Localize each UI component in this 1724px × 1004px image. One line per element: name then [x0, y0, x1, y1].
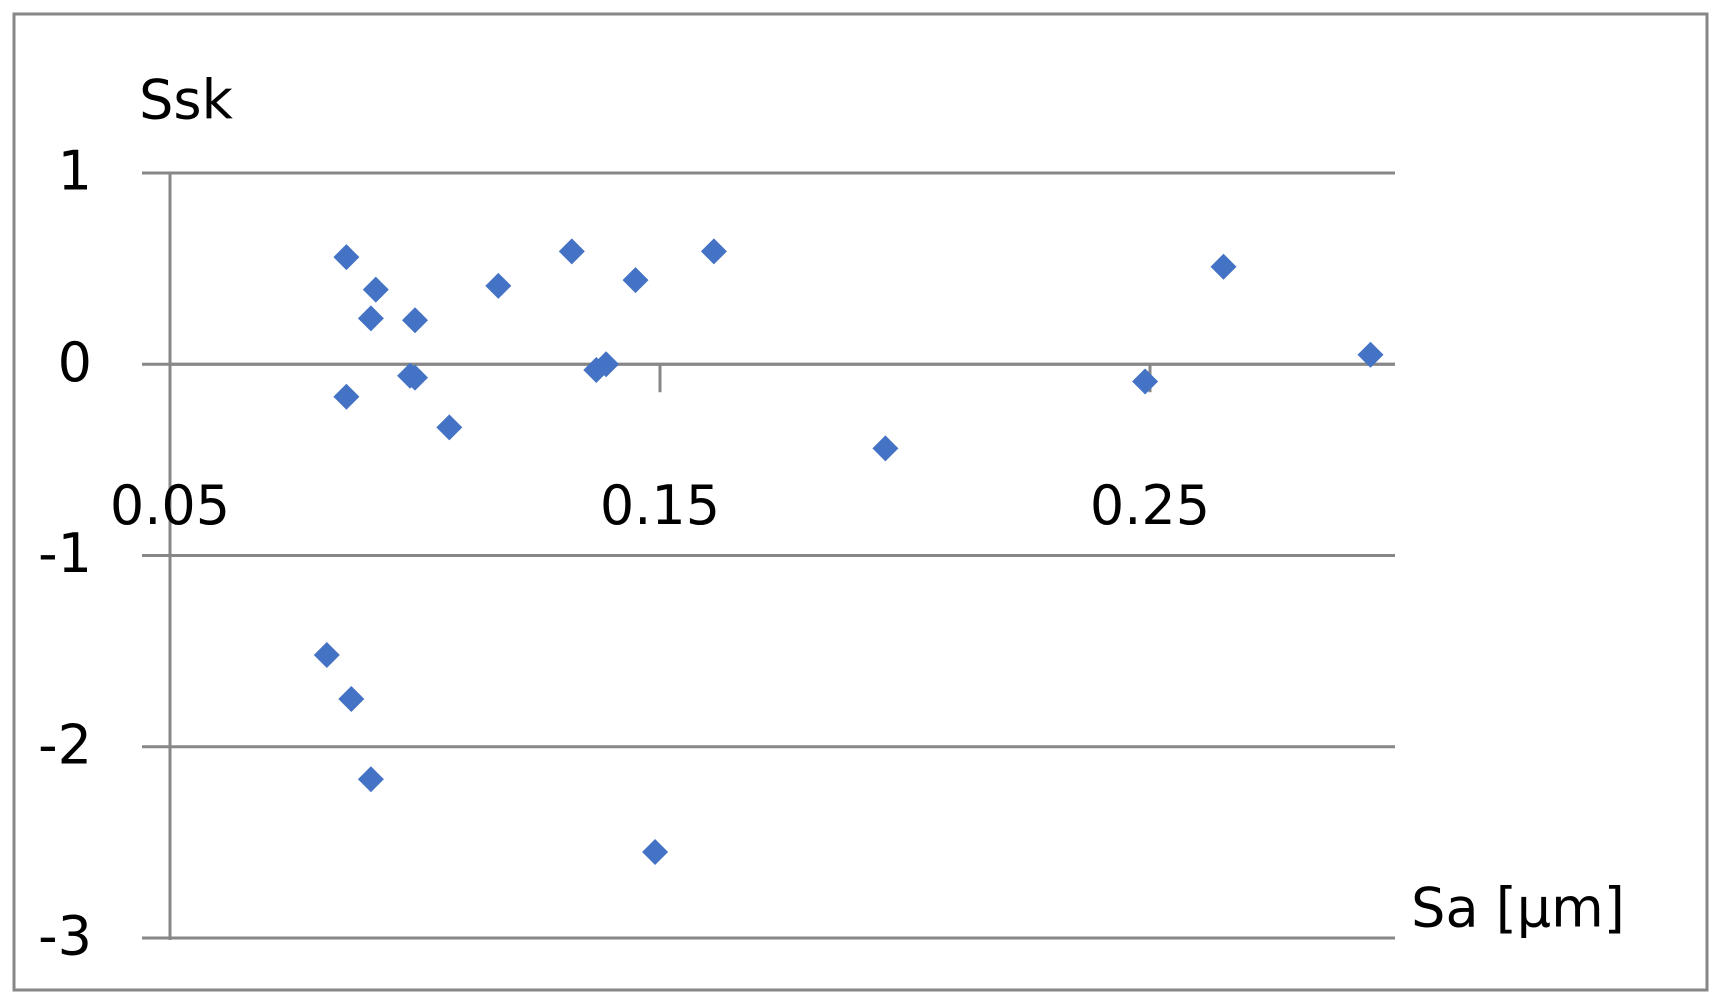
data-point	[872, 435, 899, 462]
data-point	[338, 685, 365, 712]
x-axis-title: Sa [µm]	[1411, 877, 1625, 940]
data-point	[313, 641, 340, 668]
y-tick-label: -2	[38, 713, 92, 776]
data-point	[485, 272, 512, 299]
data-point	[333, 383, 360, 410]
data-point	[333, 244, 360, 271]
x-tick-label: 0.15	[600, 474, 720, 537]
y-tick-label: -1	[38, 522, 92, 585]
data-point	[357, 766, 384, 793]
data-point	[1132, 368, 1159, 395]
data-point	[402, 364, 428, 391]
data-point	[1210, 253, 1237, 280]
x-tick-label: 0.05	[110, 474, 230, 537]
data-point	[362, 276, 389, 303]
y-tick-label: 0	[58, 331, 92, 394]
y-tick-label: -3	[38, 905, 92, 968]
y-tick-label: 1	[58, 140, 92, 203]
data-point	[558, 238, 585, 265]
data-point	[622, 267, 649, 294]
chart-frame	[12, 12, 1709, 992]
data-point	[700, 238, 727, 265]
y-axis-title: Ssk	[139, 69, 233, 132]
data-point	[593, 351, 620, 378]
x-tick-label: 0.25	[1090, 474, 1210, 537]
data-point	[1357, 341, 1384, 368]
data-point	[402, 307, 428, 334]
data-point	[357, 305, 384, 332]
data-point	[436, 414, 463, 441]
data-point	[642, 838, 669, 865]
